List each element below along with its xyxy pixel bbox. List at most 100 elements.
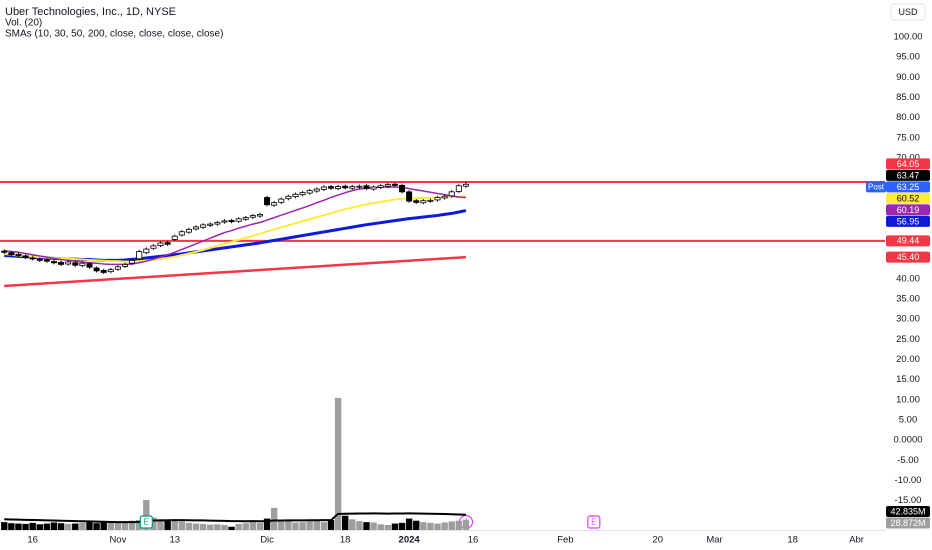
y-tick-label: 15.00 [896, 374, 920, 385]
volume-bar [15, 523, 22, 530]
volume-bar [455, 520, 463, 530]
y-tick-label: 80.00 [896, 112, 920, 123]
x-tick-label: Dic [260, 535, 274, 546]
candle-body [335, 186, 342, 190]
volume-bar [136, 520, 143, 530]
volume-bar [256, 522, 264, 530]
candle-body [8, 252, 15, 256]
price-label: 64.05 [897, 159, 920, 169]
price-label-bg [886, 215, 930, 227]
candle-body [50, 261, 57, 264]
candle-body [136, 251, 143, 260]
x-tick-label: 2024 [399, 535, 421, 546]
candle-body [363, 185, 370, 190]
post-tag: Post [868, 182, 885, 191]
volume-bar [29, 522, 36, 530]
price-label: 63.47 [897, 170, 920, 180]
candle-body [221, 220, 228, 223]
price-label-bg [886, 181, 930, 193]
y-tick-label: 10.00 [896, 394, 920, 405]
currency-label[interactable]: USD [898, 7, 918, 17]
indicator-label: Vol. (20) [5, 18, 42, 29]
volume-bar [79, 522, 86, 530]
y-tick-label: 5.00 [899, 414, 918, 425]
candle-body [256, 214, 263, 217]
volume-bar [292, 522, 299, 530]
x-tick-label: Abr [849, 535, 864, 546]
y-tick-label: -5.00 [897, 455, 919, 466]
volume-bar [150, 517, 157, 530]
volume-bar [420, 522, 427, 530]
volume-bar [214, 524, 221, 530]
volume-bar [22, 523, 29, 530]
volume-bar [334, 397, 342, 530]
price-label-bg [886, 169, 930, 181]
candle-body [171, 235, 178, 240]
volume-bar [398, 522, 406, 530]
event-marker [139, 515, 153, 529]
x-tick-label: Nov [109, 535, 126, 546]
volume-bar [100, 521, 107, 530]
y-tick-label: 25.00 [896, 334, 920, 345]
y-tick-label: 75.00 [896, 132, 920, 143]
y-tick-label: 70.00 [896, 153, 920, 164]
event-marker [587, 515, 601, 529]
candle-body [249, 215, 256, 218]
volume-bar [349, 519, 356, 530]
candle-body [391, 183, 398, 186]
x-tick-label: 13 [169, 535, 180, 546]
price-label: 60.19 [897, 205, 920, 215]
candle-body [448, 191, 455, 197]
y-tick-label: 85.00 [896, 92, 920, 103]
price-label-bg [886, 251, 930, 263]
candle-body [107, 269, 114, 273]
price-label: 56.95 [897, 216, 920, 226]
volume-bar [405, 518, 413, 530]
volume-bar [462, 519, 470, 530]
volume-bar [185, 522, 193, 530]
volume-bar [64, 523, 72, 530]
candle-body [462, 183, 469, 187]
candle-body [406, 191, 413, 202]
currency-button[interactable] [890, 3, 926, 21]
candle-body [377, 185, 384, 188]
volume-bar [341, 515, 349, 530]
volume-bar [36, 524, 43, 530]
candle-body [72, 262, 79, 266]
volume-bar [249, 522, 257, 530]
volume-bar [221, 525, 228, 530]
volume-bar [57, 523, 65, 530]
candle-body [370, 186, 377, 190]
volume-ma-line [4, 512, 466, 524]
volume-bar [327, 520, 335, 530]
volume-bar [228, 526, 235, 530]
volume-bar [43, 523, 51, 530]
candle-body [427, 199, 434, 202]
volume-bar [434, 523, 441, 530]
y-tick-label: 20.00 [896, 354, 920, 365]
candle-body [178, 231, 185, 236]
volume-bar [207, 524, 214, 530]
candle-body [299, 192, 306, 196]
y-tick-label: -15.00 [895, 495, 922, 506]
volume-bar [192, 523, 200, 530]
price-label: 42.835M [890, 506, 925, 516]
volume-bar [107, 522, 115, 530]
candle-body [22, 255, 29, 258]
y-tick-label: 0.0000 [893, 435, 922, 446]
candle-body [313, 188, 320, 192]
candle-body [58, 261, 65, 265]
volume-bar [1, 522, 8, 530]
candle-body [79, 262, 86, 267]
candle-body [65, 261, 72, 265]
volume-bar [93, 523, 100, 530]
candle-body [100, 270, 107, 273]
candle-body [29, 257, 36, 260]
price-label: 60.52 [897, 193, 920, 203]
candle-body [228, 220, 235, 223]
event-label: E [144, 518, 149, 527]
indicator-label: SMAs (10, 30, 50, 200, close, close, clo… [5, 29, 223, 40]
volume-bar [320, 522, 328, 530]
candle-body [143, 248, 150, 254]
y-tick-label: 40.00 [896, 273, 920, 284]
